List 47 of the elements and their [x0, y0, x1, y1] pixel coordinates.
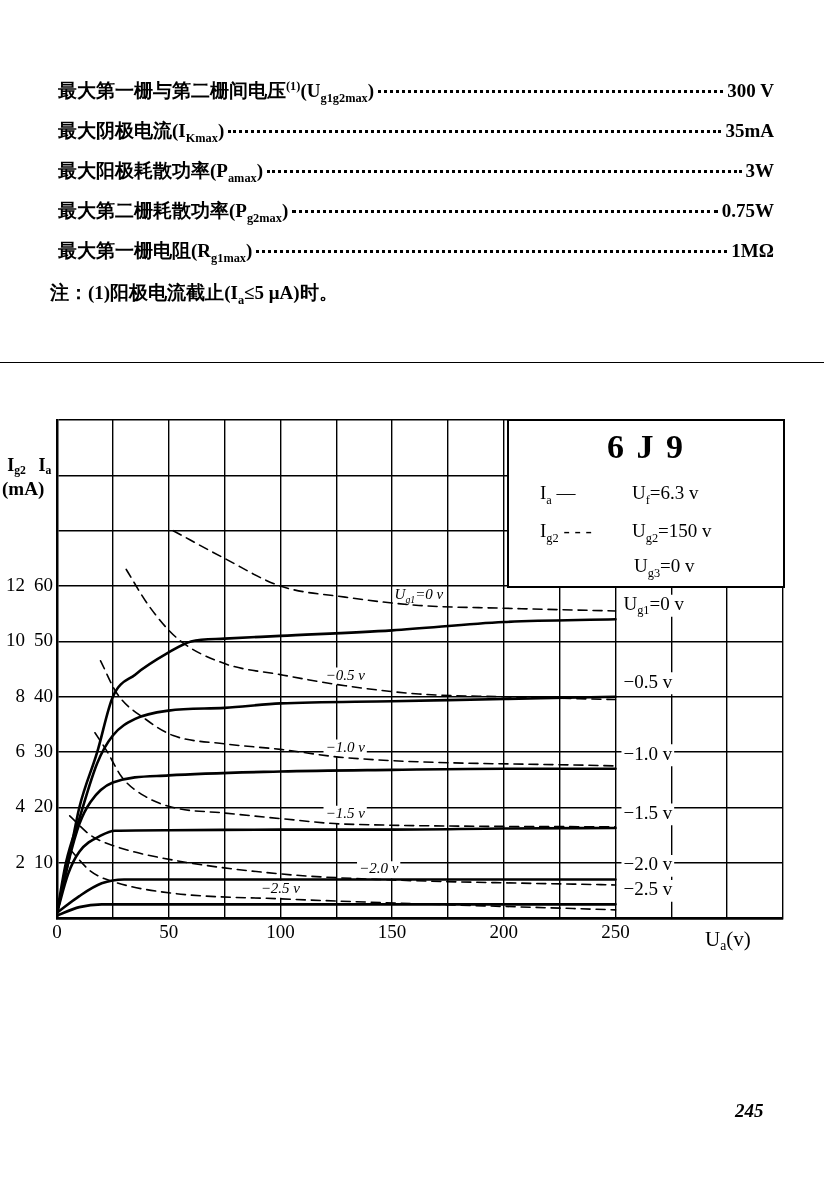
text: 最大阳极耗散功率(P$_{amax}$) — [58, 159, 264, 186]
y-tick-label: 20 — [34, 795, 53, 817]
x-tick-label: 150 — [377, 920, 407, 942]
series-label: −1.5 v — [325, 805, 366, 822]
series-label: −2.5 v — [260, 879, 301, 896]
annotation: I$_{g2}$ - - - — [540, 520, 592, 546]
y-tick-label: 50 — [34, 629, 53, 651]
text: 最大阴极电流(I$_{Kmax}$) — [58, 119, 225, 146]
series-label: −0.5 v — [325, 666, 366, 683]
text: 注：(1)阳极电流截止(I$_{a}$≤5 μA)时。 — [50, 281, 338, 308]
annotation: U$_{f}$=6.3 v — [632, 482, 699, 508]
x-tick-label: 100 — [266, 920, 295, 942]
series-label: −2.5 v — [623, 878, 673, 900]
y-tick-label: 30 — [34, 740, 53, 762]
y-tick-label: 40 — [34, 684, 53, 706]
series-label: −0.5 v — [623, 670, 673, 692]
x-tick-label: 200 — [489, 920, 519, 942]
annotation: U$_{g2}$=150 v — [632, 520, 712, 546]
text: 0.75W — [721, 200, 774, 222]
text: 1MΩ — [731, 240, 774, 262]
series-label: −1.0 v — [623, 742, 673, 764]
text: (mA) — [2, 478, 45, 500]
x-tick-label: 50 — [159, 920, 179, 942]
text: 最大第一栅与第二栅间电压$^{(1)}$(U$_{g1g2max}$) — [58, 78, 375, 106]
y2-tick-label: 6 — [15, 740, 25, 762]
series-label: −2.0 v — [623, 853, 673, 875]
x-tick-label: 250 — [601, 920, 630, 942]
y-tick-label: 10 — [34, 850, 53, 872]
y-tick-label: 60 — [34, 574, 53, 596]
annotation: I$_{a}$ — — [540, 482, 576, 508]
series-label: −1.5 v — [623, 801, 673, 823]
y2-tick-label: 10 — [6, 629, 25, 651]
x-tick-label: 0 — [52, 920, 62, 942]
text: 245 — [735, 1100, 764, 1122]
series-label: −1.0 v — [325, 738, 366, 755]
y2-tick-label: 8 — [15, 684, 25, 706]
chart-title: 6 J 9 — [606, 428, 686, 466]
y2-tick-label: 4 — [15, 795, 26, 817]
y2-tick-label: 12 — [6, 574, 25, 596]
annotation: U$_{g3}$=0 v — [634, 555, 695, 581]
text: 300 V — [727, 80, 774, 102]
series-label: −2.0 v — [359, 860, 399, 877]
y2-tick-label: 2 — [15, 850, 25, 872]
text: 3W — [745, 160, 774, 182]
text: 35mA — [725, 120, 774, 142]
text: 最大第一栅电阻(R$_{g1max}$) — [58, 239, 253, 266]
text: 最大第二栅耗散功率(P$_{g2max}$) — [58, 199, 289, 226]
